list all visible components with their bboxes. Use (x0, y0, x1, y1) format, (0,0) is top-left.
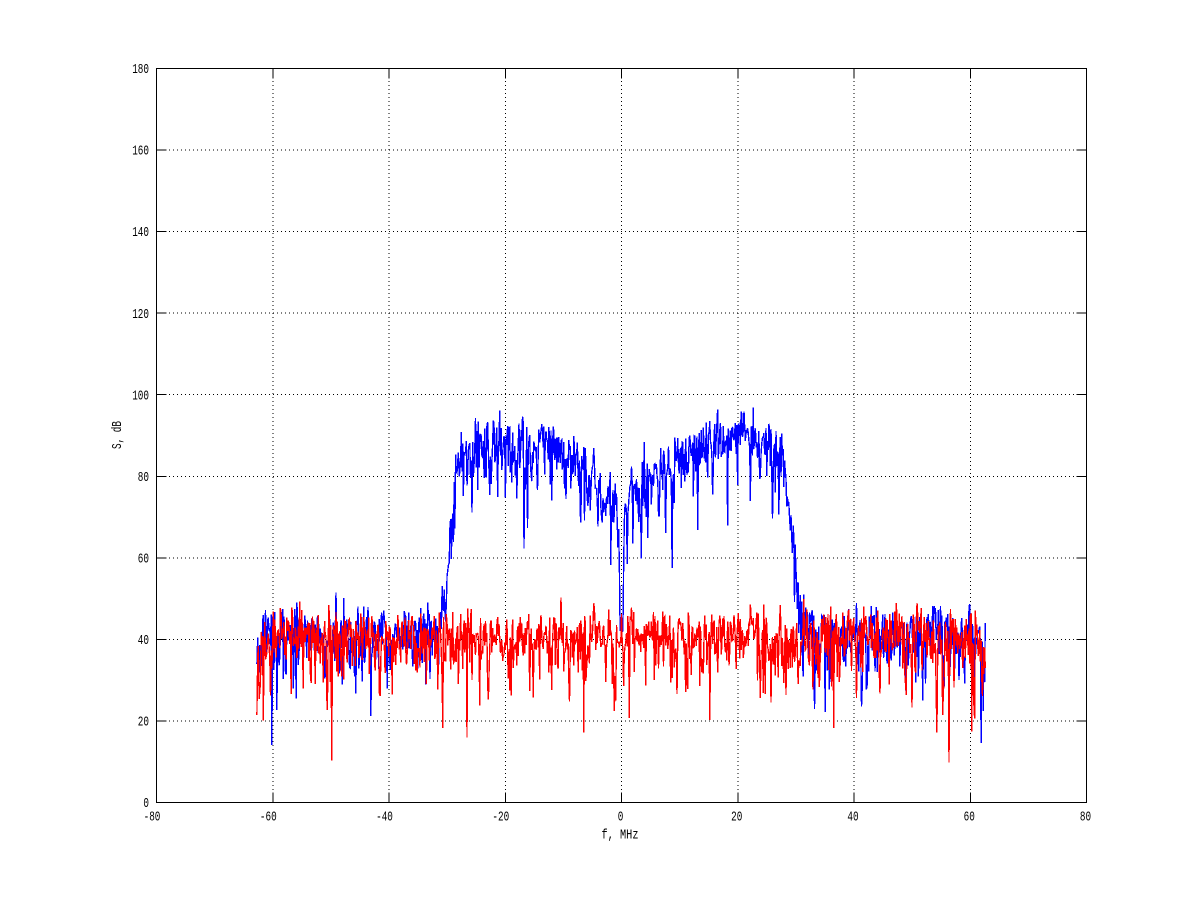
svg-text:f, MHz: f, MHz (602, 829, 639, 844)
svg-text:80: 80 (1080, 811, 1091, 826)
svg-text:40: 40 (847, 811, 858, 826)
svg-text:120: 120 (132, 308, 149, 323)
svg-text:180: 180 (132, 63, 149, 78)
svg-text:140: 140 (132, 226, 149, 241)
svg-text:-40: -40 (376, 811, 393, 826)
svg-text:20: 20 (731, 811, 742, 826)
svg-text:0: 0 (143, 797, 149, 812)
svg-text:0: 0 (618, 811, 624, 826)
svg-text:60: 60 (964, 811, 975, 826)
svg-text:-60: -60 (260, 811, 277, 826)
svg-text:40: 40 (138, 634, 149, 649)
svg-text:160: 160 (132, 145, 149, 160)
svg-text:60: 60 (138, 552, 149, 567)
svg-text:-80: -80 (144, 811, 161, 826)
svg-text:20: 20 (138, 716, 149, 731)
svg-text:80: 80 (138, 471, 149, 486)
svg-text:-20: -20 (492, 811, 509, 826)
svg-text:100: 100 (132, 389, 149, 404)
svg-text:S, dB: S, dB (111, 421, 126, 449)
